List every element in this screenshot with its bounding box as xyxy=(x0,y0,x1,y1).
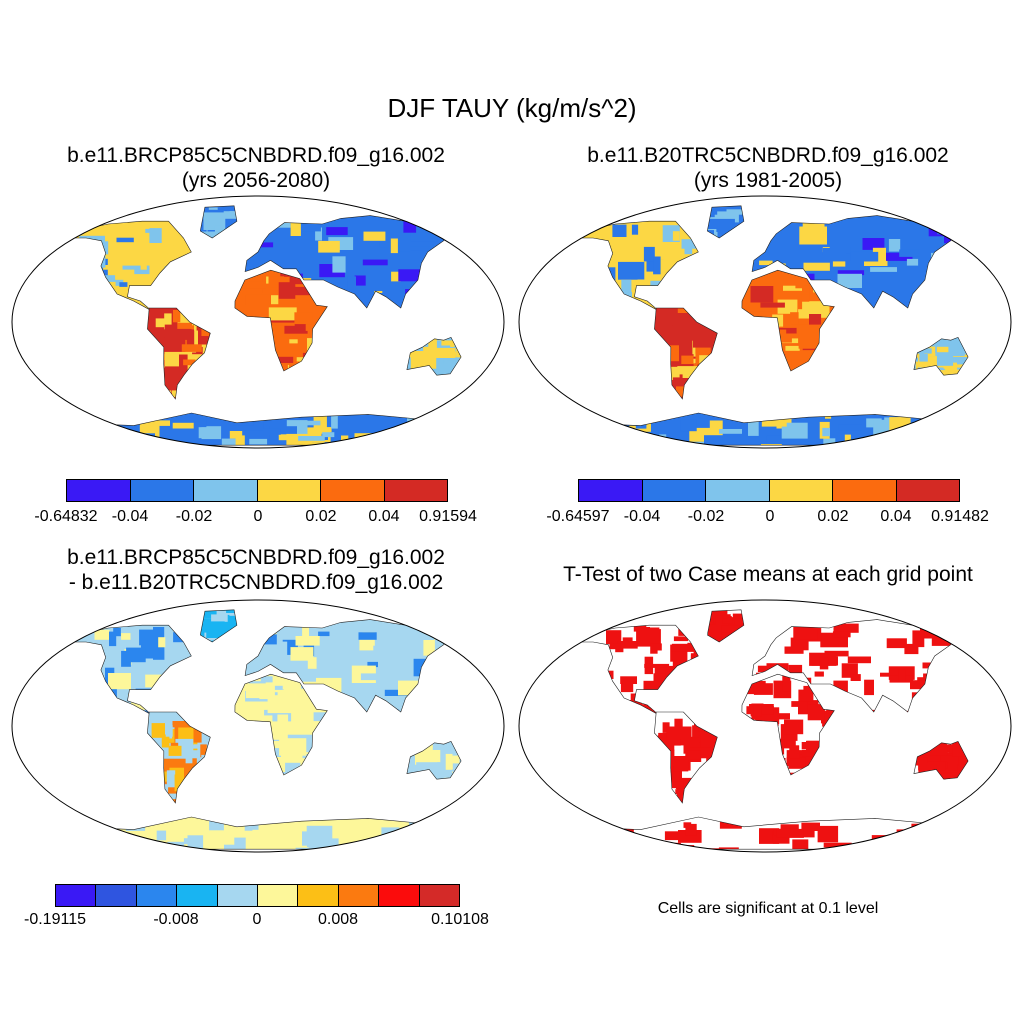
colorbar-swatch xyxy=(67,480,131,501)
colorbar-tick-label: 0 xyxy=(252,911,262,928)
colorbar-tick-label: 0.04 xyxy=(368,508,400,525)
colorbar-tick-label: 0.91594 xyxy=(419,508,477,525)
colorbar-swatch xyxy=(384,480,447,501)
colorbar-swatch xyxy=(258,885,299,906)
colorbar-tick-label: 0.008 xyxy=(317,911,359,928)
colorbar-swatch xyxy=(338,885,380,906)
map-boundary xyxy=(518,195,1012,449)
colorbar-swatch xyxy=(642,480,706,501)
colorbar-swatch xyxy=(217,885,259,906)
panel3-title-line1: b.e11.BRCP85C5CNBDRD.f09_g16.002 xyxy=(67,546,445,569)
panel4-map xyxy=(518,599,1012,853)
colorbar-swatch xyxy=(56,885,97,906)
panel1-colorbar xyxy=(66,479,448,502)
colorbar-swatch xyxy=(769,480,833,501)
colorbar-swatch xyxy=(136,885,178,906)
panel2-title: b.e11.B20TRC5CNBDRD.f09_g16.002 (yrs 198… xyxy=(512,143,1024,193)
map-boundary xyxy=(11,599,505,853)
colorbar-tick-label: -0.008 xyxy=(153,911,199,928)
panel1-colorbar-labels: -0.64832 -0.04 -0.02 0 0.02 0.04 0.91594 xyxy=(0,508,512,528)
colorbar-swatch xyxy=(96,885,137,906)
colorbar-tick-label: -0.02 xyxy=(175,508,213,525)
colorbar-tick-label: -0.04 xyxy=(623,508,661,525)
panel3-title: b.e11.BRCP85C5CNBDRD.f09_g16.002 - b.e11… xyxy=(0,545,512,595)
colorbar-tick-label: -0.19115 xyxy=(24,911,86,928)
colorbar-tick-label: -0.64597 xyxy=(546,508,610,525)
panel2-colorbar xyxy=(578,479,960,502)
colorbar-tick-label: 0.02 xyxy=(817,508,849,525)
antarctica-landmass xyxy=(575,413,955,446)
panel1-map xyxy=(11,195,505,449)
namerica-landmass xyxy=(575,625,699,715)
significance-note: Cells are significant at 0.1 level xyxy=(657,900,879,917)
figure-title: DJF TAUY (kg/m/s^2) xyxy=(387,93,637,123)
colorbar-swatch xyxy=(130,480,194,501)
colorbar-swatch xyxy=(579,480,643,501)
colorbar-swatch xyxy=(298,885,339,906)
colorbar-tick-label: 0 xyxy=(765,508,775,525)
panel4-title: T-Test of two Case means at each grid po… xyxy=(563,563,973,586)
colorbar-tick-label: -0.64832 xyxy=(34,508,98,525)
panel3-colorbar xyxy=(55,884,460,907)
colorbar-tick-label: -0.04 xyxy=(111,508,149,525)
panel3-colorbar-labels: -0.19115 -0.008 0 0.008 0.10108 xyxy=(0,911,512,931)
colorbar-tick-label: -0.02 xyxy=(687,508,725,525)
panel2-colorbar-labels: -0.64597 -0.04 -0.02 0 0.02 0.04 0.91482 xyxy=(0,508,1024,528)
panel2-title-line1: b.e11.B20TRC5CNBDRD.f09_g16.002 xyxy=(587,144,949,167)
colorbar-tick-label: 0 xyxy=(253,508,263,525)
colorbar-swatch xyxy=(833,480,897,501)
panel1-title: b.e11.BRCP85C5CNBDRD.f09_g16.002 (yrs 20… xyxy=(0,143,512,193)
colorbar-tick-label: 0.10108 xyxy=(431,911,489,928)
panel1-title-line1: b.e11.BRCP85C5CNBDRD.f09_g16.002 xyxy=(67,144,445,167)
colorbar-tick-label: 0.04 xyxy=(880,508,912,525)
panel3-title-line2: - b.e11.B20TRC5CNBDRD.f09_g16.002 xyxy=(68,571,444,594)
colorbar-swatch xyxy=(177,885,218,906)
panel2-title-line2: (yrs 1981-2005) xyxy=(693,169,843,192)
map-boundary xyxy=(518,599,1012,853)
colorbar-swatch xyxy=(194,480,258,501)
colorbar-swatch xyxy=(896,480,959,501)
colorbar-swatch xyxy=(257,480,321,501)
colorbar-tick-label: 0.02 xyxy=(305,508,337,525)
colorbar-tick-label: 0.91482 xyxy=(931,508,989,525)
colorbar-swatch xyxy=(379,885,420,906)
colorbar-swatch xyxy=(321,480,385,501)
panel2-map xyxy=(518,195,1012,449)
panel1-title-line2: (yrs 2056-2080) xyxy=(181,169,331,192)
colorbar-swatch xyxy=(419,885,460,906)
colorbar-swatch xyxy=(706,480,770,501)
panel3-map xyxy=(11,599,505,853)
map-boundary xyxy=(11,195,505,449)
